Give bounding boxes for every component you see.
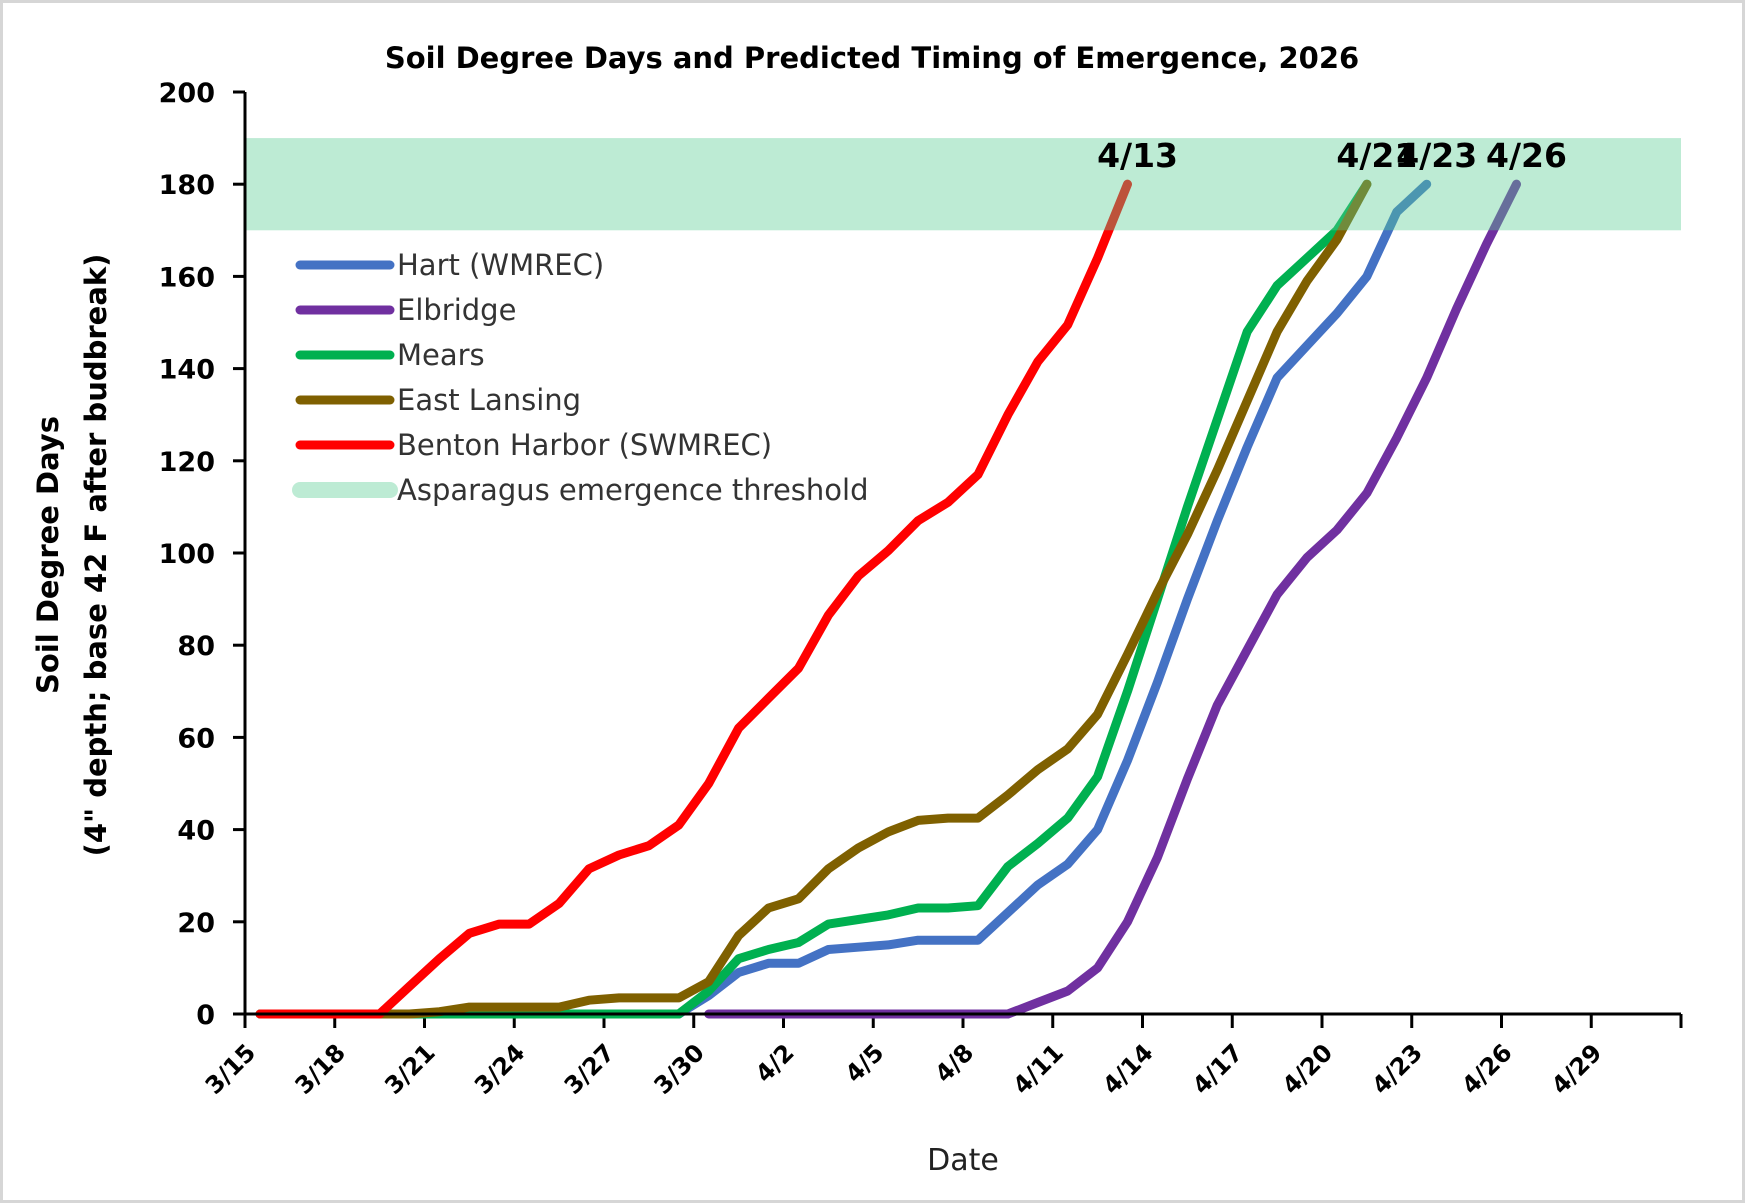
x-tick-label: 3/27 [559,1038,620,1099]
y-tick-label: 180 [159,170,215,201]
x-axis-title: Date [927,1143,999,1178]
legend-label: Mears [397,338,485,372]
x-tick-label: 4/8 [930,1038,980,1088]
series-line-elbridge [704,179,1521,1019]
y-axis-title-line2: (4" depth; base 42 F after budbreak) [79,254,113,857]
x-tick-label: 4/29 [1546,1038,1607,1099]
x-tick-label: 3/30 [649,1038,710,1099]
x-tick-label: 4/11 [1008,1038,1069,1099]
x-tick-label: 4/20 [1277,1038,1338,1099]
x-tick-label: 4/2 [750,1038,800,1088]
y-tick-label: 40 [177,816,215,847]
legend-item: Mears [295,338,485,372]
threshold-band [245,138,1681,231]
legend-label: Elbridge [397,293,516,327]
x-tick-label: 4/26 [1456,1038,1517,1099]
y-tick-label: 80 [177,631,215,662]
x-tick-label: 3/15 [200,1038,261,1099]
y-tick-label: 200 [159,78,215,109]
legend-item: Elbridge [295,293,516,327]
legend-label: Benton Harbor (SWMREC) [397,428,772,462]
y-tick-label: 20 [177,908,215,939]
legend-label: East Lansing [397,383,581,417]
emergence-date-label: 4/13 [1097,136,1178,175]
y-tick-label: 60 [177,723,215,754]
y-tick-label: 100 [159,539,215,570]
legend-item: Benton Harbor (SWMREC) [295,428,772,462]
y-tick-label: 120 [159,447,215,478]
x-tick-label: 4/17 [1187,1038,1248,1099]
emergence-date-label: 4/23 [1396,136,1477,175]
emergence-date-label: 4/21 [1336,136,1417,175]
y-tick-label: 0 [196,1000,215,1031]
x-tick-label: 4/5 [840,1038,890,1088]
x-tick-label: 3/24 [469,1038,530,1099]
x-tick-label: 3/21 [379,1038,440,1099]
x-tick-label: 4/14 [1097,1038,1158,1099]
x-tick-label: 3/18 [290,1038,351,1099]
emergence-date-label: 4/26 [1486,136,1567,175]
legend-label: Asparagus emergence threshold [397,473,869,507]
y-tick-label: 140 [159,355,215,386]
y-tick-label: 160 [159,262,215,293]
y-axis-title-line1: Soil Degree Days [31,416,65,694]
legend-item: Hart (WMREC) [295,248,604,282]
legend-label: Hart (WMREC) [397,248,604,282]
series-line-east-lansing [255,179,1372,1019]
x-tick-label: 4/23 [1367,1038,1428,1099]
legend-item: East Lansing [295,383,581,417]
legend-item: Asparagus emergence threshold [292,473,869,507]
series-line-benton-harbor-swmrec [255,179,1132,1019]
chart-title: Soil Degree Days and Predicted Timing of… [385,41,1359,75]
